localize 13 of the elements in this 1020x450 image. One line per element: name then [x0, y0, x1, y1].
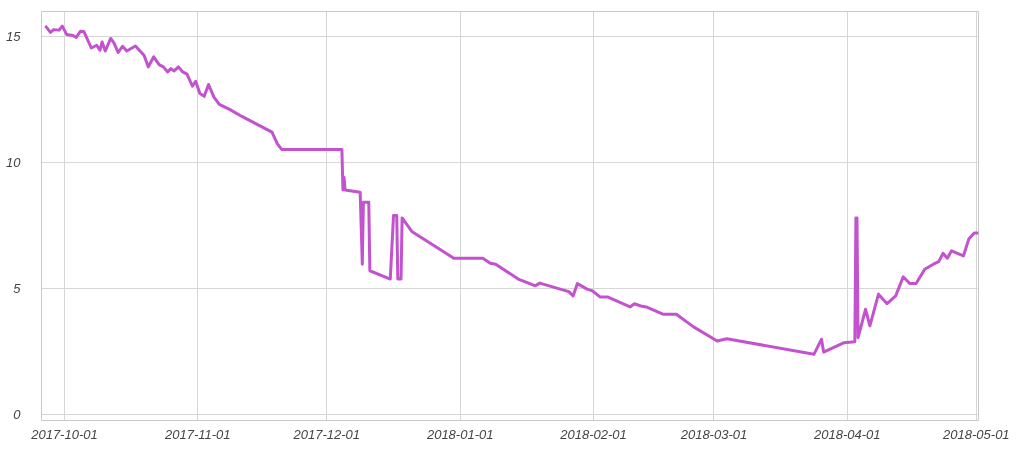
x-tick-label: 2017-10-01: [30, 426, 98, 442]
x-tick-label: 2018-02-01: [559, 426, 627, 442]
x-tick-label: 2018-04-01: [813, 426, 881, 442]
y-tick-label: 10: [6, 155, 22, 171]
y-tick-label: 15: [6, 29, 22, 45]
x-tick-label: 2018-05-01: [942, 426, 1010, 442]
y-tick-label: 5: [13, 280, 22, 296]
x-tick-label: 2018-03-01: [679, 426, 748, 442]
x-tick-label: 2017-11-01: [164, 426, 231, 442]
y-tick-label: 0: [13, 406, 22, 422]
line-series: [44, 24, 979, 356]
x-tick-label: 2018-01-01: [425, 426, 494, 442]
x-tick-label: 2017-12-01: [292, 426, 361, 442]
